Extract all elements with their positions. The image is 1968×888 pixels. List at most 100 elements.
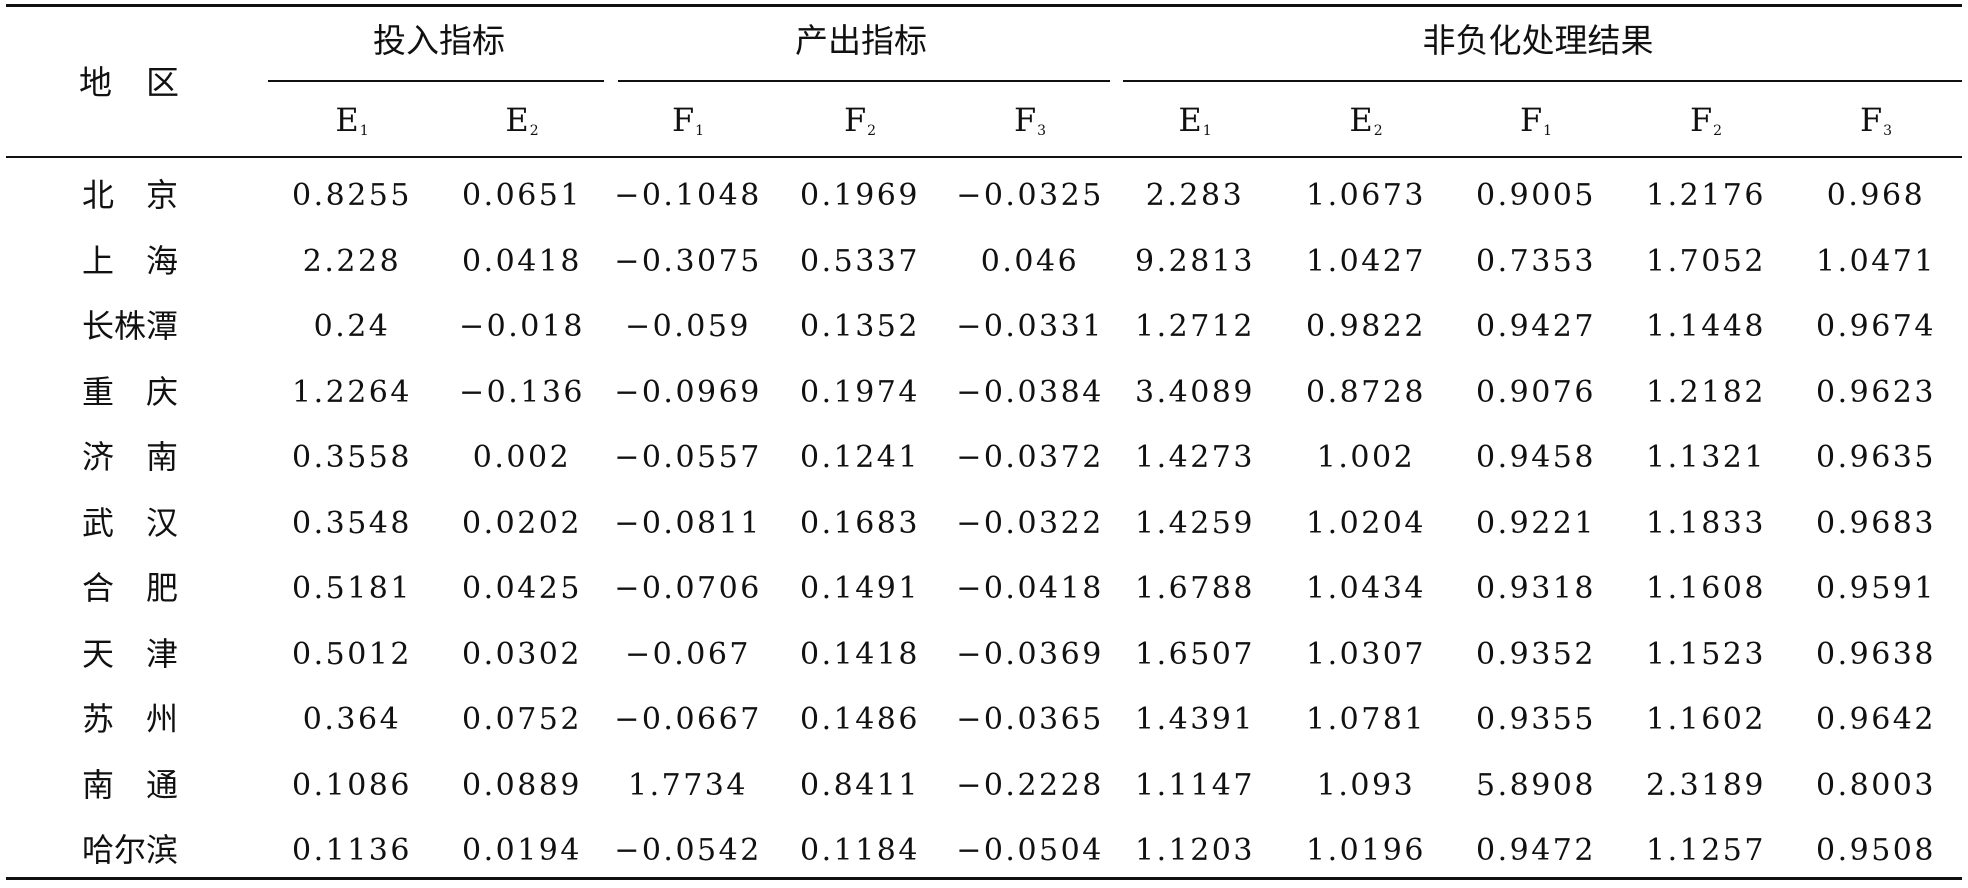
value-cell: −0.018: [458, 309, 586, 344]
region-cell: 哈尔滨: [82, 831, 179, 869]
value-cell: 0.002: [472, 440, 572, 475]
table-row: 哈尔滨 0.1136 0.0194 −0.0542 0.1184 −0.0504 1.120…: [6, 816, 1962, 881]
value-cell: 0.0889: [462, 767, 582, 803]
value-cell: 1.4273: [1135, 440, 1255, 475]
value-cell: 0.1352: [800, 309, 920, 344]
value-cell: 0.9076: [1476, 374, 1596, 410]
value-cell: 1.093: [1316, 767, 1416, 803]
value-cell: 0.5012: [292, 636, 412, 672]
value-cell: 0.9642: [1816, 702, 1936, 737]
nonnegative-results-header: 非负化处理结果: [1422, 21, 1654, 60]
value-cell: −0.0557: [614, 440, 762, 475]
value-cell: −0.0667: [614, 702, 762, 737]
value-cell: 0.9683: [1816, 505, 1936, 541]
value-cell: −0.067: [624, 636, 752, 672]
value-cell: 1.7052: [1646, 243, 1766, 279]
value-cell: 0.5337: [800, 243, 920, 279]
value-cell: −0.0811: [614, 505, 762, 541]
value-cell: −0.0372: [956, 440, 1104, 475]
value-cell: 0.0651: [462, 178, 582, 213]
value-cell: 1.002: [1316, 440, 1416, 475]
col-header-input-e2: E2: [505, 101, 539, 139]
region-cell: 苏 州: [82, 700, 179, 738]
value-cell: 1.0307: [1306, 636, 1426, 672]
input-group-rule: [268, 80, 604, 82]
value-cell: 1.0204: [1306, 505, 1426, 541]
value-cell: 0.1491: [800, 571, 920, 606]
value-cell: 0.8003: [1816, 767, 1936, 803]
value-cell: −0.0365: [956, 702, 1104, 737]
value-cell: 0.3548: [292, 505, 412, 541]
value-cell: 0.1969: [800, 178, 920, 213]
value-cell: −0.0325: [956, 178, 1104, 213]
value-cell: 0.1241: [800, 440, 920, 475]
value-cell: 1.2712: [1135, 309, 1255, 344]
col-header-result-e1: E1: [1178, 101, 1212, 139]
value-cell: 0.9472: [1476, 833, 1596, 868]
top-rule: [6, 4, 1962, 7]
col-header-output-f3: F3: [1013, 101, 1047, 139]
value-cell: −0.059: [624, 309, 752, 344]
value-cell: 0.9623: [1816, 374, 1936, 410]
value-cell: 1.6788: [1135, 571, 1255, 606]
value-cell: 1.1523: [1646, 636, 1766, 672]
value-cell: −0.0418: [956, 571, 1104, 606]
value-cell: −0.0384: [956, 374, 1104, 410]
value-cell: 1.1257: [1646, 833, 1766, 868]
value-cell: 1.0781: [1306, 702, 1426, 737]
value-cell: 1.1147: [1135, 767, 1255, 803]
value-cell: −0.0322: [956, 505, 1104, 541]
value-cell: 0.24: [313, 309, 391, 344]
value-cell: −0.0542: [614, 833, 762, 868]
table-row: 济 南 0.3558 0.002 −0.0557 0.1241 −0.0372 1.4273…: [6, 423, 1962, 488]
value-cell: 0.1486: [800, 702, 920, 737]
table-row: 北 京 0.8255 0.0651 −0.1048 0.1969 −0.0325 2.283…: [6, 161, 1962, 226]
value-cell: 0.1136: [292, 833, 412, 868]
value-cell: 0.9352: [1476, 636, 1596, 672]
value-cell: 1.4391: [1135, 702, 1255, 737]
data-table: 地区 投入指标 产出指标 非负化处理结果 E1 E2 F1 F2 F3 E1 E…: [6, 4, 1962, 882]
output-group-rule: [618, 80, 1110, 82]
col-header-result-f3: F3: [1859, 101, 1893, 139]
value-cell: 0.9591: [1816, 571, 1936, 606]
value-cell: 1.1608: [1646, 571, 1766, 606]
value-cell: 0.0752: [462, 702, 582, 737]
col-header-result-f1: F1: [1519, 101, 1553, 139]
table-row: 苏 州 0.364 0.0752 −0.0667 0.1486 −0.0365 1.4391…: [6, 685, 1962, 750]
value-cell: 0.3558: [292, 440, 412, 475]
value-cell: −0.136: [458, 374, 586, 410]
value-cell: −0.0969: [614, 374, 762, 410]
value-cell: 0.1418: [800, 636, 920, 672]
value-cell: 1.1203: [1135, 833, 1255, 868]
value-cell: 1.1321: [1646, 440, 1766, 475]
value-cell: 0.7353: [1476, 243, 1596, 279]
value-cell: 1.2182: [1646, 374, 1766, 410]
value-cell: 0.1086: [292, 767, 412, 803]
value-cell: 0.046: [980, 243, 1080, 279]
value-cell: 1.1448: [1646, 309, 1766, 344]
value-cell: 0.9638: [1816, 636, 1936, 672]
value-cell: 0.9458: [1476, 440, 1596, 475]
value-cell: 1.4259: [1135, 505, 1255, 541]
value-cell: 0.968: [1826, 178, 1926, 213]
value-cell: 0.9221: [1476, 505, 1596, 541]
value-cell: −0.0706: [614, 571, 762, 606]
value-cell: 2.283: [1145, 178, 1245, 213]
region-cell: 合 肥: [82, 569, 179, 607]
value-cell: 0.1683: [800, 505, 920, 541]
value-cell: 0.0202: [462, 505, 582, 541]
value-cell: 1.1833: [1646, 505, 1766, 541]
value-cell: −0.0369: [956, 636, 1104, 672]
table-row: 上 海 2.228 0.0418 −0.3075 0.5337 0.046 9.2813 1.…: [6, 227, 1962, 292]
table-row: 天 津 0.5012 0.0302 −0.067 0.1418 −0.0369 1.6507…: [6, 620, 1962, 685]
value-cell: 0.9318: [1476, 571, 1596, 606]
value-cell: 1.0427: [1306, 243, 1426, 279]
col-header-input-e1: E1: [335, 101, 369, 139]
value-cell: 0.1184: [800, 833, 920, 868]
value-cell: 0.8728: [1306, 374, 1426, 410]
input-indicators-header: 投入指标: [373, 21, 505, 60]
value-cell: 0.9355: [1476, 702, 1596, 737]
value-cell: 1.2264: [292, 374, 412, 410]
value-cell: −0.0504: [956, 833, 1104, 868]
value-cell: −0.2228: [956, 767, 1104, 803]
